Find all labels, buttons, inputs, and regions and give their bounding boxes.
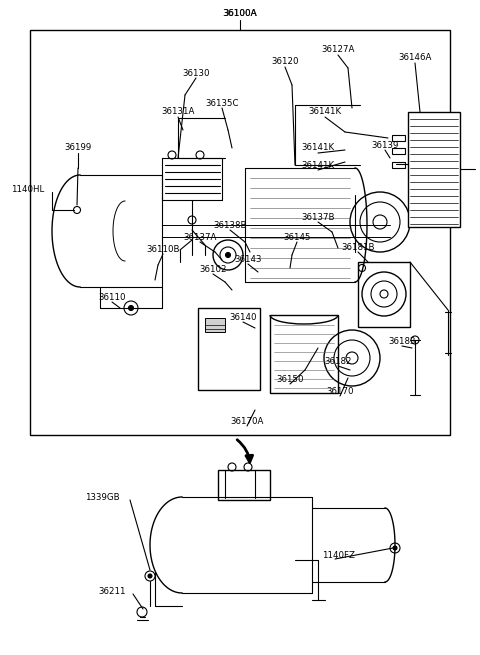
Text: 36102: 36102 — [199, 265, 227, 274]
Text: 1339GB: 1339GB — [84, 493, 120, 502]
Text: 1140HL: 1140HL — [12, 185, 45, 195]
Text: 36139: 36139 — [372, 141, 399, 149]
Text: 36131A: 36131A — [161, 107, 195, 117]
Text: 1140FZ: 1140FZ — [322, 552, 354, 561]
Text: 36199: 36199 — [64, 143, 92, 153]
Text: 36140: 36140 — [229, 314, 257, 322]
Text: 36170: 36170 — [326, 388, 354, 396]
Bar — [392, 135, 405, 141]
Circle shape — [393, 546, 397, 550]
Text: 36141K: 36141K — [309, 107, 342, 117]
Bar — [205, 318, 225, 332]
Text: 36211: 36211 — [98, 588, 126, 597]
Text: 36100A: 36100A — [223, 10, 257, 18]
Bar — [408, 112, 460, 227]
Bar — [198, 308, 260, 390]
Bar — [30, 30, 450, 435]
Text: 36127A: 36127A — [321, 45, 355, 54]
Text: 36120: 36120 — [271, 58, 299, 67]
Bar — [270, 315, 338, 393]
Circle shape — [148, 574, 152, 578]
Text: 36181B: 36181B — [341, 244, 375, 252]
Text: 36137B: 36137B — [301, 214, 335, 223]
Bar — [392, 162, 405, 168]
Bar — [358, 262, 410, 327]
Text: 36141K: 36141K — [301, 160, 335, 170]
Text: 36135C: 36135C — [205, 98, 239, 107]
Text: 36145: 36145 — [283, 233, 311, 242]
Text: 36170A: 36170A — [230, 417, 264, 426]
Circle shape — [226, 252, 230, 257]
Text: 36138B: 36138B — [213, 221, 247, 229]
Text: 36130: 36130 — [182, 69, 210, 77]
Text: 36137A: 36137A — [183, 233, 216, 242]
Bar — [392, 148, 405, 154]
Text: 36183: 36183 — [388, 337, 416, 346]
Text: 36143: 36143 — [234, 255, 262, 265]
Text: 36146A: 36146A — [398, 54, 432, 62]
Text: 36110B: 36110B — [146, 246, 180, 255]
Text: 36150: 36150 — [276, 375, 304, 384]
Bar — [218, 470, 270, 500]
Text: 36141K: 36141K — [301, 143, 335, 153]
Text: 36110: 36110 — [98, 293, 126, 303]
Text: 36182: 36182 — [324, 358, 352, 367]
Text: 36100A: 36100A — [223, 10, 257, 18]
Circle shape — [129, 305, 133, 310]
